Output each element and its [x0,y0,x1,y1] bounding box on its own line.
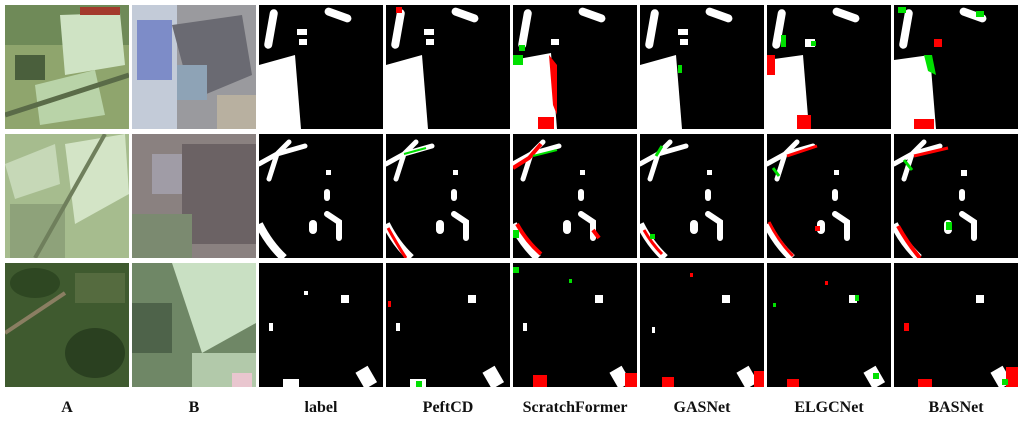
column-label-scratchformer: ScratchFormer [522,399,628,416]
row3-scratchformer-mask [513,263,637,387]
row3-image-b [132,263,256,387]
comparison-grid [5,5,1019,387]
row1-label-mask [259,5,383,129]
row1-peftcd-mask [386,5,510,129]
column-label-gasnet: GASNet [673,399,731,416]
column-label-elgcnet: ELGCNet [794,399,864,416]
row2-image-a [5,134,129,258]
column-labels: A B label PeftCD ScratchFormer GASNet EL… [0,395,1024,423]
row2-peftcd-mask [386,134,510,258]
row3-label-mask [259,263,383,387]
row1-image-b [132,5,256,129]
row3-gasnet-mask [640,263,764,387]
row2-image-b [132,134,256,258]
row2-elgcnet-mask [767,134,891,258]
row1-gasnet-mask [640,5,764,129]
row2-label-mask [259,134,383,258]
column-label-b: B [188,399,200,416]
column-label-label: label [304,399,338,416]
row1-basnet-mask [894,5,1018,129]
row2-scratchformer-mask [513,134,637,258]
column-label-a: A [61,399,73,416]
row1-image-a [5,5,129,129]
row3-elgcnet-mask [767,263,891,387]
row2-gasnet-mask [640,134,764,258]
row2-basnet-mask [894,134,1018,258]
column-label-basnet: BASNet [928,399,984,416]
row3-basnet-mask [894,263,1018,387]
row1-scratchformer-mask [513,5,637,129]
row3-image-a [5,263,129,387]
column-label-peftcd: PeftCD [422,399,474,416]
row3-peftcd-mask [386,263,510,387]
row1-elgcnet-mask [767,5,891,129]
